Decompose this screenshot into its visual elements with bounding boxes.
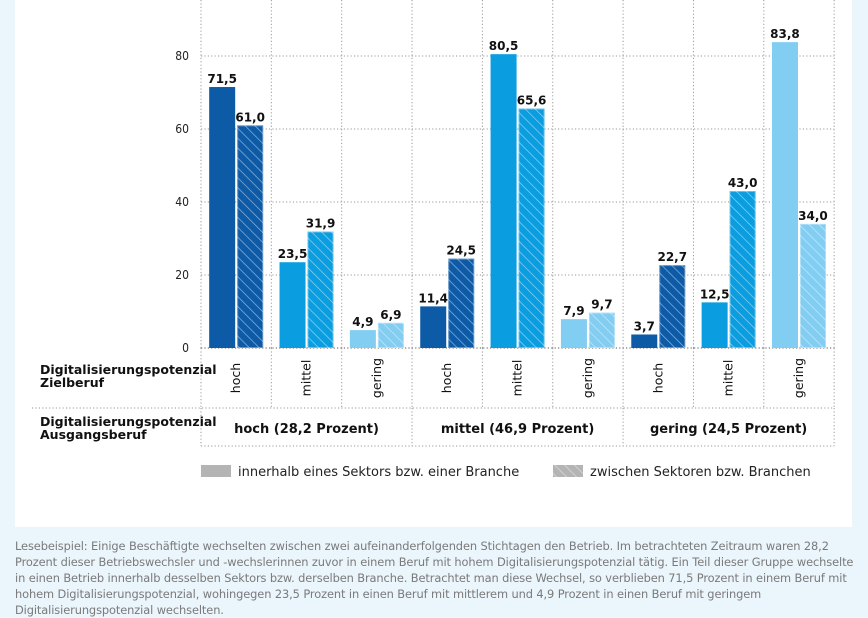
bar-within [209, 87, 236, 349]
bar-outline [588, 312, 615, 348]
data-label: 23,5 [278, 247, 308, 261]
bar-outline [237, 125, 264, 348]
bar-within [279, 262, 306, 348]
legend-swatch-hatch [553, 465, 583, 477]
reading-example-note: Lesebeispiel: Einige Beschäftigte wechse… [15, 539, 854, 617]
data-label: 71,5 [207, 72, 237, 86]
data-label: 43,0 [728, 176, 758, 190]
bar-within [420, 306, 447, 348]
category-label-target: gering [791, 358, 806, 398]
data-label: 6,9 [380, 308, 401, 322]
y-tick-label: 40 [175, 195, 189, 209]
y-tick-label: 60 [175, 122, 189, 136]
bar-within [631, 334, 658, 348]
group-label-origin: hoch (28,2 Prozent) [234, 422, 379, 437]
y-tick-label: 80 [175, 49, 189, 63]
bar-hatch [237, 125, 264, 348]
data-label: 61,0 [235, 110, 265, 124]
legend-label-within: innerhalb eines Sektors bzw. einer Branc… [238, 465, 519, 480]
bar-within [490, 54, 517, 349]
category-label-target: mittel [299, 360, 314, 397]
category-label-target: hoch [650, 363, 665, 393]
y-tick-label: 0 [182, 341, 189, 355]
bars: 71,5 61,0 23,5 31,9 4,9 6,9 11,4 24,5 80,5 65,6 7,… [207, 27, 828, 349]
data-label: 24,5 [446, 244, 476, 258]
category-label-target: gering [369, 358, 384, 398]
data-label: 3,7 [634, 319, 655, 333]
legend-swatch-within [201, 465, 231, 477]
y-tick-label: 20 [175, 268, 189, 282]
data-label: 65,6 [517, 94, 547, 108]
data-label: 4,9 [352, 315, 373, 329]
bar-hatch [307, 231, 334, 348]
bar-hatch [518, 108, 545, 348]
bar-within [701, 302, 728, 348]
group-label-origin: gering (24,5 Prozent) [650, 422, 807, 437]
bar-hatch [799, 223, 826, 348]
legend-label-between: zwischen Sektoren bzw. Branchen [590, 465, 811, 480]
bar-within [349, 330, 376, 348]
legend: innerhalb eines Sektors bzw. einer Branc… [201, 465, 811, 480]
data-label: 80,5 [489, 39, 519, 53]
bar-within [771, 42, 798, 348]
y-axis: 0 20 40 60 80 [175, 49, 189, 355]
grid-lines [200, 0, 835, 349]
bar-outline [307, 231, 334, 348]
bar-hatch [659, 265, 686, 348]
bar-outline [518, 108, 545, 348]
data-label: 22,7 [657, 250, 687, 264]
row-label-target: Zielberuf [40, 375, 105, 390]
bar-hatch [448, 258, 475, 348]
bar-outline [799, 223, 826, 348]
bar-within [560, 319, 587, 348]
category-table: hoch mittel gering hoch mittel gering hoch mitt… [32, 348, 835, 447]
row-label-target: Digitalisierungspotenzial [40, 362, 217, 377]
bar-hatch [729, 191, 756, 348]
data-label: 12,5 [700, 287, 730, 301]
bar-hatch [588, 312, 615, 348]
category-label-target: hoch [228, 363, 243, 393]
bar-hatch [377, 322, 404, 348]
category-label-target: hoch [439, 363, 454, 393]
data-label: 31,9 [306, 217, 336, 231]
group-label-origin: mittel (46,9 Prozent) [441, 422, 594, 437]
bar-chart: 0 20 40 60 80 71,5 61,0 23,5 31,9 4,9 6,9 11,4 24,5… [32, 0, 835, 480]
bar-outline [729, 191, 756, 348]
category-label-target: gering [580, 358, 595, 398]
data-label: 83,8 [770, 27, 800, 41]
chart-panel [15, 0, 852, 527]
bar-outline [659, 265, 686, 348]
bar-outline [448, 258, 475, 349]
row-label-origin: Ausgangsberuf [40, 427, 147, 442]
data-label: 7,9 [563, 304, 584, 318]
row-label-origin: Digitalisierungspotenzial [40, 414, 217, 429]
bar-outline [377, 322, 404, 349]
data-label: 11,4 [418, 291, 448, 305]
category-label-target: mittel [721, 360, 736, 397]
data-label: 34,0 [798, 209, 828, 223]
data-label: 9,7 [591, 298, 612, 312]
category-label-target: mittel [510, 360, 525, 397]
